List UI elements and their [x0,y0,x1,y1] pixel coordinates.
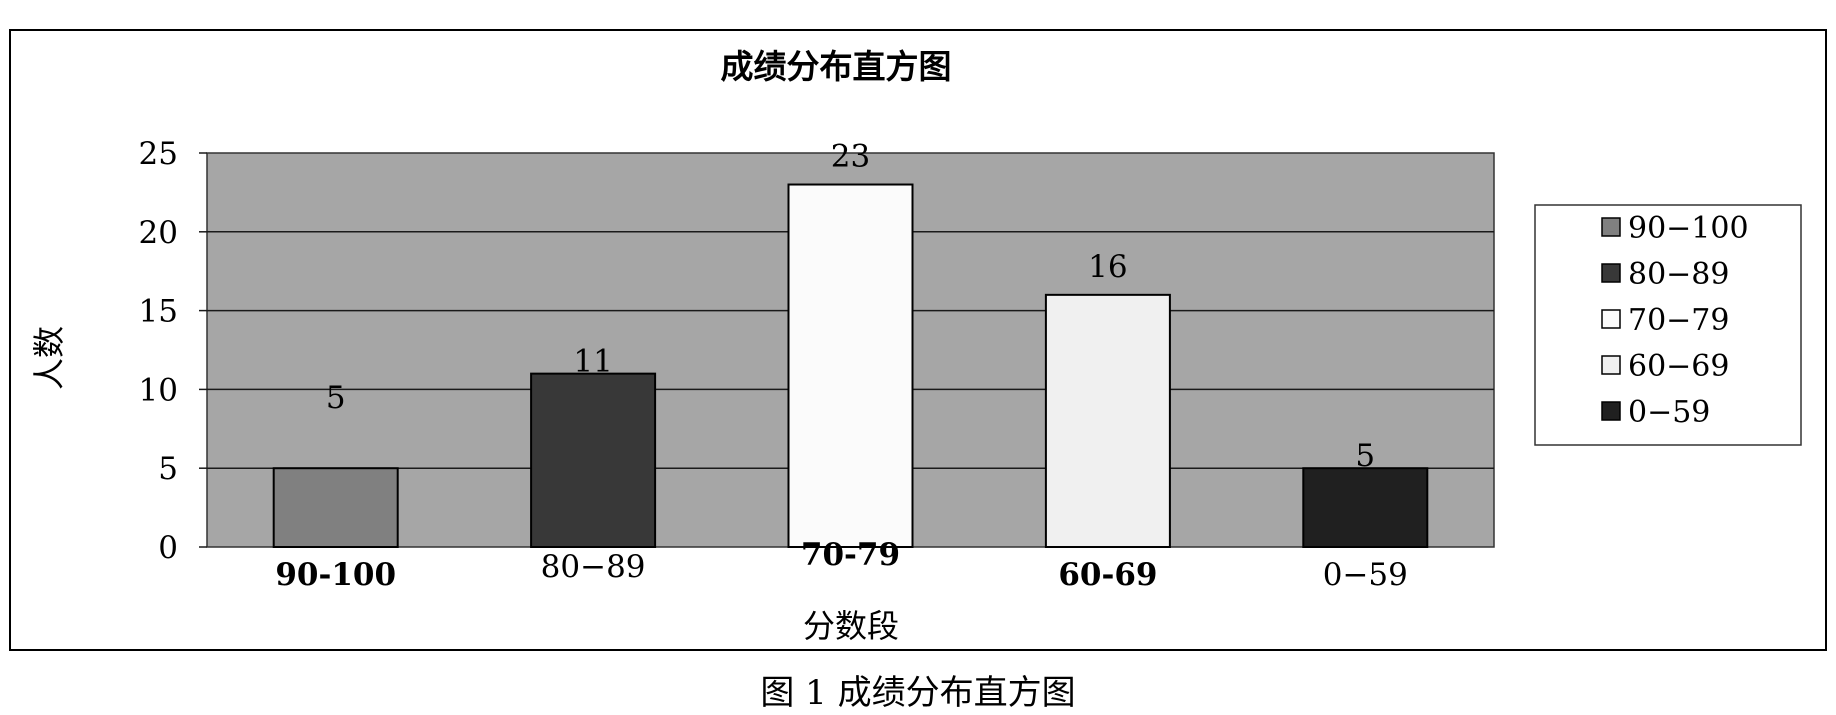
x-axis-ticks: 90-100 80−89 70-79 60-69 0−59 [275,537,1408,593]
legend-label: 70−79 [1628,303,1729,338]
data-labels: 5 11 23 16 5 [326,139,1375,475]
data-label: 23 [831,139,870,175]
bar [1044,293,1171,548]
legend-swatch [1601,263,1621,283]
x-tick-label: 70-79 [801,537,900,573]
bar [530,372,657,549]
bar [272,467,399,549]
x-tick-label: 80−89 [541,549,646,585]
legend: 90−100 80−89 70−79 60−69 0−59 [1534,204,1802,446]
y-tick-label: 10 [139,372,178,408]
data-label: 16 [1088,249,1127,285]
y-tick-label: 20 [139,215,178,251]
x-axis-label: 分数段 [803,607,899,645]
data-label: 5 [1355,438,1375,474]
legend-swatch [1601,217,1621,237]
y-tick-label: 25 [139,136,178,172]
legend-label: 80−89 [1628,257,1729,292]
y-tick-label: 15 [139,294,178,330]
chart-title: 成绩分布直方图 [721,47,952,86]
legend-frame [1534,204,1802,446]
x-tick-label: 60-69 [1058,557,1157,593]
legend-swatch [1601,309,1621,329]
legend-label: 60−69 [1628,349,1729,384]
legend-label: 0−59 [1628,395,1710,430]
figure-caption: 图 1 成绩分布直方图 [760,673,1075,713]
legend-label: 90−100 [1628,211,1749,246]
x-tick-label: 0−59 [1323,557,1408,593]
data-label: 5 [326,380,346,416]
y-tick-label: 5 [158,451,178,487]
bar [1302,467,1429,549]
y-axis-ticks: 0 5 10 15 20 25 [139,136,207,566]
y-tick-label: 0 [158,530,178,566]
x-tick-label: 90-100 [275,557,396,593]
bars [272,183,1429,549]
data-label: 11 [573,344,612,380]
y-axis-label: 人数 [30,326,68,390]
bar [787,183,914,549]
legend-swatch [1601,401,1621,421]
legend-swatch [1601,355,1621,375]
